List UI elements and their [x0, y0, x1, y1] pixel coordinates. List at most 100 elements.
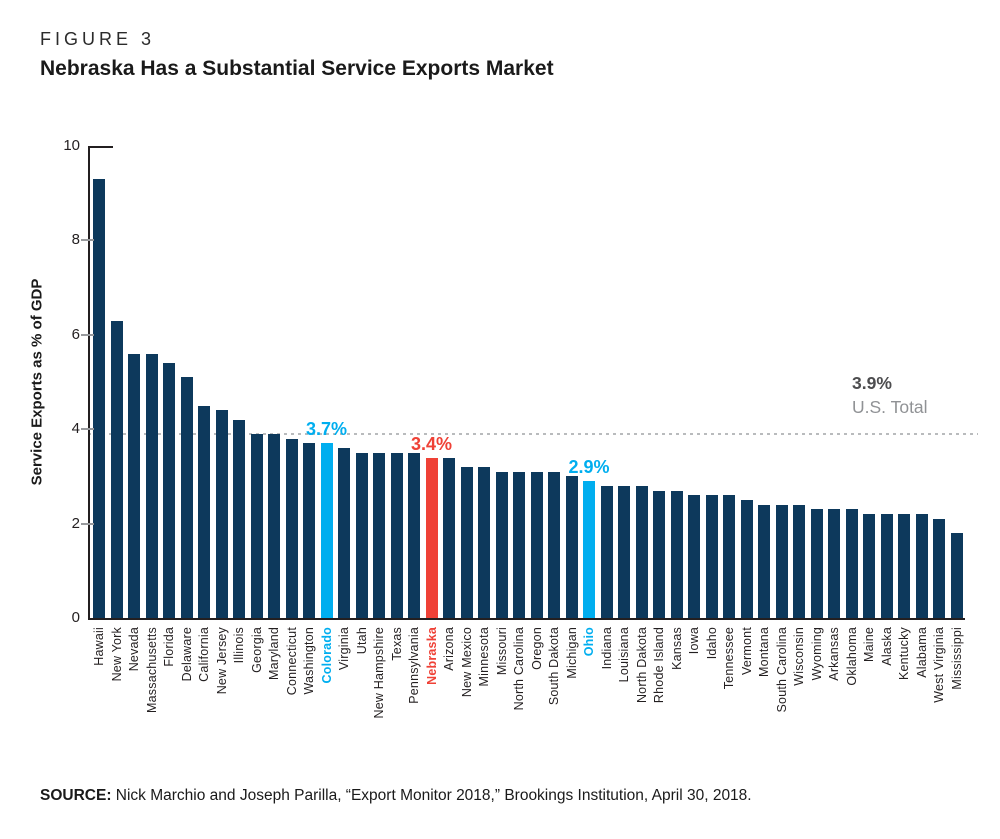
bar-idaho	[705, 495, 718, 618]
x-label-virginia: Virginia	[337, 627, 351, 671]
bar-maine	[863, 514, 875, 618]
bar-colorado	[320, 443, 333, 618]
x-label-utah: Utah	[354, 627, 369, 655]
annotation-ohio: 2.9%	[568, 457, 610, 478]
y-tick-label-0: 0	[71, 609, 80, 626]
bar-missouri	[495, 471, 508, 618]
x-label-oregon: Oregon	[529, 627, 544, 670]
x-label-vermont: Vermont	[739, 627, 754, 675]
x-label-maryland: Maryland	[267, 627, 281, 681]
x-label-arizona: Arizona	[442, 627, 456, 671]
figure-label: FIGURE 3	[40, 29, 156, 49]
x-label-new-jersey: New Jersey	[214, 627, 229, 695]
x-label-california: California	[197, 627, 211, 682]
x-label-indiana: Indiana	[599, 627, 614, 670]
y-axis-top-cap	[88, 146, 113, 148]
bar-south-carolina	[775, 504, 788, 618]
bar-arkansas	[828, 509, 840, 618]
x-label-colorado: Colorado	[319, 627, 334, 684]
annotation-colorado: 3.7%	[305, 419, 348, 440]
bar-texas	[390, 452, 403, 618]
x-label-new-mexico: New Mexico	[459, 627, 474, 698]
source-note: SOURCE: Nick Marchio and Joseph Parilla,…	[40, 787, 752, 805]
x-label-south-dakota: South Dakota	[547, 627, 561, 706]
x-label-alabama: Alabama	[914, 627, 929, 678]
bar-montana	[758, 504, 770, 618]
bar-nebraska	[425, 457, 438, 618]
y-tick-4	[81, 428, 94, 431]
bar-hawaii	[93, 179, 105, 618]
x-label-arkansas: Arkansas	[827, 627, 841, 681]
us-total-label: 3.9% U.S. Total	[852, 371, 928, 419]
y-tick-label-8: 8	[71, 231, 80, 249]
y-tick-label-10: 10	[63, 137, 80, 154]
bar-washington	[303, 443, 315, 618]
bar-new-hampshire	[373, 452, 385, 618]
x-label-louisiana: Louisiana	[617, 627, 631, 683]
bar-alaska	[880, 514, 893, 618]
bar-oregon	[530, 471, 543, 618]
bar-new-mexico	[460, 467, 473, 618]
us-total-text: U.S. Total	[852, 397, 928, 417]
bar-north-dakota	[635, 485, 648, 618]
bar-pennsylvania	[408, 452, 420, 618]
bar-delaware	[180, 377, 193, 618]
x-label-florida: Florida	[162, 627, 176, 667]
x-label-texas: Texas	[389, 627, 404, 661]
bar-tennessee	[723, 495, 735, 618]
x-label-massachusetts: Massachusetts	[144, 627, 159, 713]
x-label-ohio: Ohio	[582, 627, 596, 657]
x-label-mississippi: Mississippi	[949, 627, 964, 690]
x-label-illinois: Illinois	[232, 627, 246, 664]
bar-oklahoma	[845, 509, 858, 618]
x-label-hawaii: Hawaii	[92, 627, 106, 666]
chart-title: Nebraska Has a Substantial Service Expor…	[40, 57, 554, 80]
bar-mississippi	[950, 533, 963, 618]
x-label-maine: Maine	[862, 627, 876, 663]
bar-arizona	[443, 457, 455, 618]
x-label-wisconsin: Wisconsin	[792, 627, 806, 686]
bar-virginia	[338, 448, 350, 618]
us-total-value: 3.9%	[852, 373, 892, 393]
source-text: Nick Marchio and Joseph Parilla, “Export…	[111, 787, 752, 804]
source-prefix: SOURCE:	[40, 787, 112, 804]
x-label-delaware: Delaware	[179, 627, 194, 682]
y-axis-title: Service Exports as % of GDP	[28, 278, 46, 486]
y-tick-label-6: 6	[71, 325, 80, 343]
x-label-washington: Washington	[302, 627, 316, 695]
y-axis-line	[88, 146, 90, 620]
bar-florida	[163, 363, 175, 618]
bar-west-virginia	[933, 518, 945, 618]
x-label-minnesota: Minnesota	[477, 627, 491, 687]
y-tick-label-4: 4	[71, 420, 80, 438]
us-total-reference-line	[88, 433, 978, 435]
x-label-new-york: New York	[109, 627, 124, 682]
bar-new-jersey	[215, 410, 228, 618]
x-label-idaho: Idaho	[704, 627, 719, 660]
bar-illinois	[233, 419, 245, 618]
x-label-north-carolina: North Carolina	[512, 627, 526, 711]
x-label-kansas: Kansas	[669, 627, 684, 670]
x-label-wyoming: Wyoming	[809, 627, 824, 681]
x-label-south-carolina: South Carolina	[774, 627, 789, 713]
bar-vermont	[740, 500, 753, 618]
x-label-pennsylvania: Pennsylvania	[407, 627, 421, 704]
x-label-nevada: Nevada	[127, 627, 141, 672]
x-label-rhode-island: Rhode Island	[652, 627, 666, 704]
bar-connecticut	[285, 438, 298, 618]
bar-georgia	[250, 433, 263, 618]
bar-nevada	[128, 353, 140, 618]
bar-california	[198, 405, 210, 618]
bar-massachusetts	[145, 353, 158, 618]
bar-south-dakota	[548, 471, 560, 618]
y-tick-6	[81, 333, 94, 336]
bar-iowa	[688, 495, 700, 618]
bar-indiana	[600, 485, 613, 618]
bar-louisiana	[618, 485, 630, 618]
bar-alabama	[915, 514, 928, 618]
annotation-nebraska: 3.4%	[410, 433, 453, 454]
x-label-new-hampshire: New Hampshire	[372, 627, 386, 719]
bar-minnesota	[478, 467, 490, 618]
bar-maryland	[268, 433, 280, 618]
x-label-kentucky: Kentucky	[897, 627, 911, 681]
